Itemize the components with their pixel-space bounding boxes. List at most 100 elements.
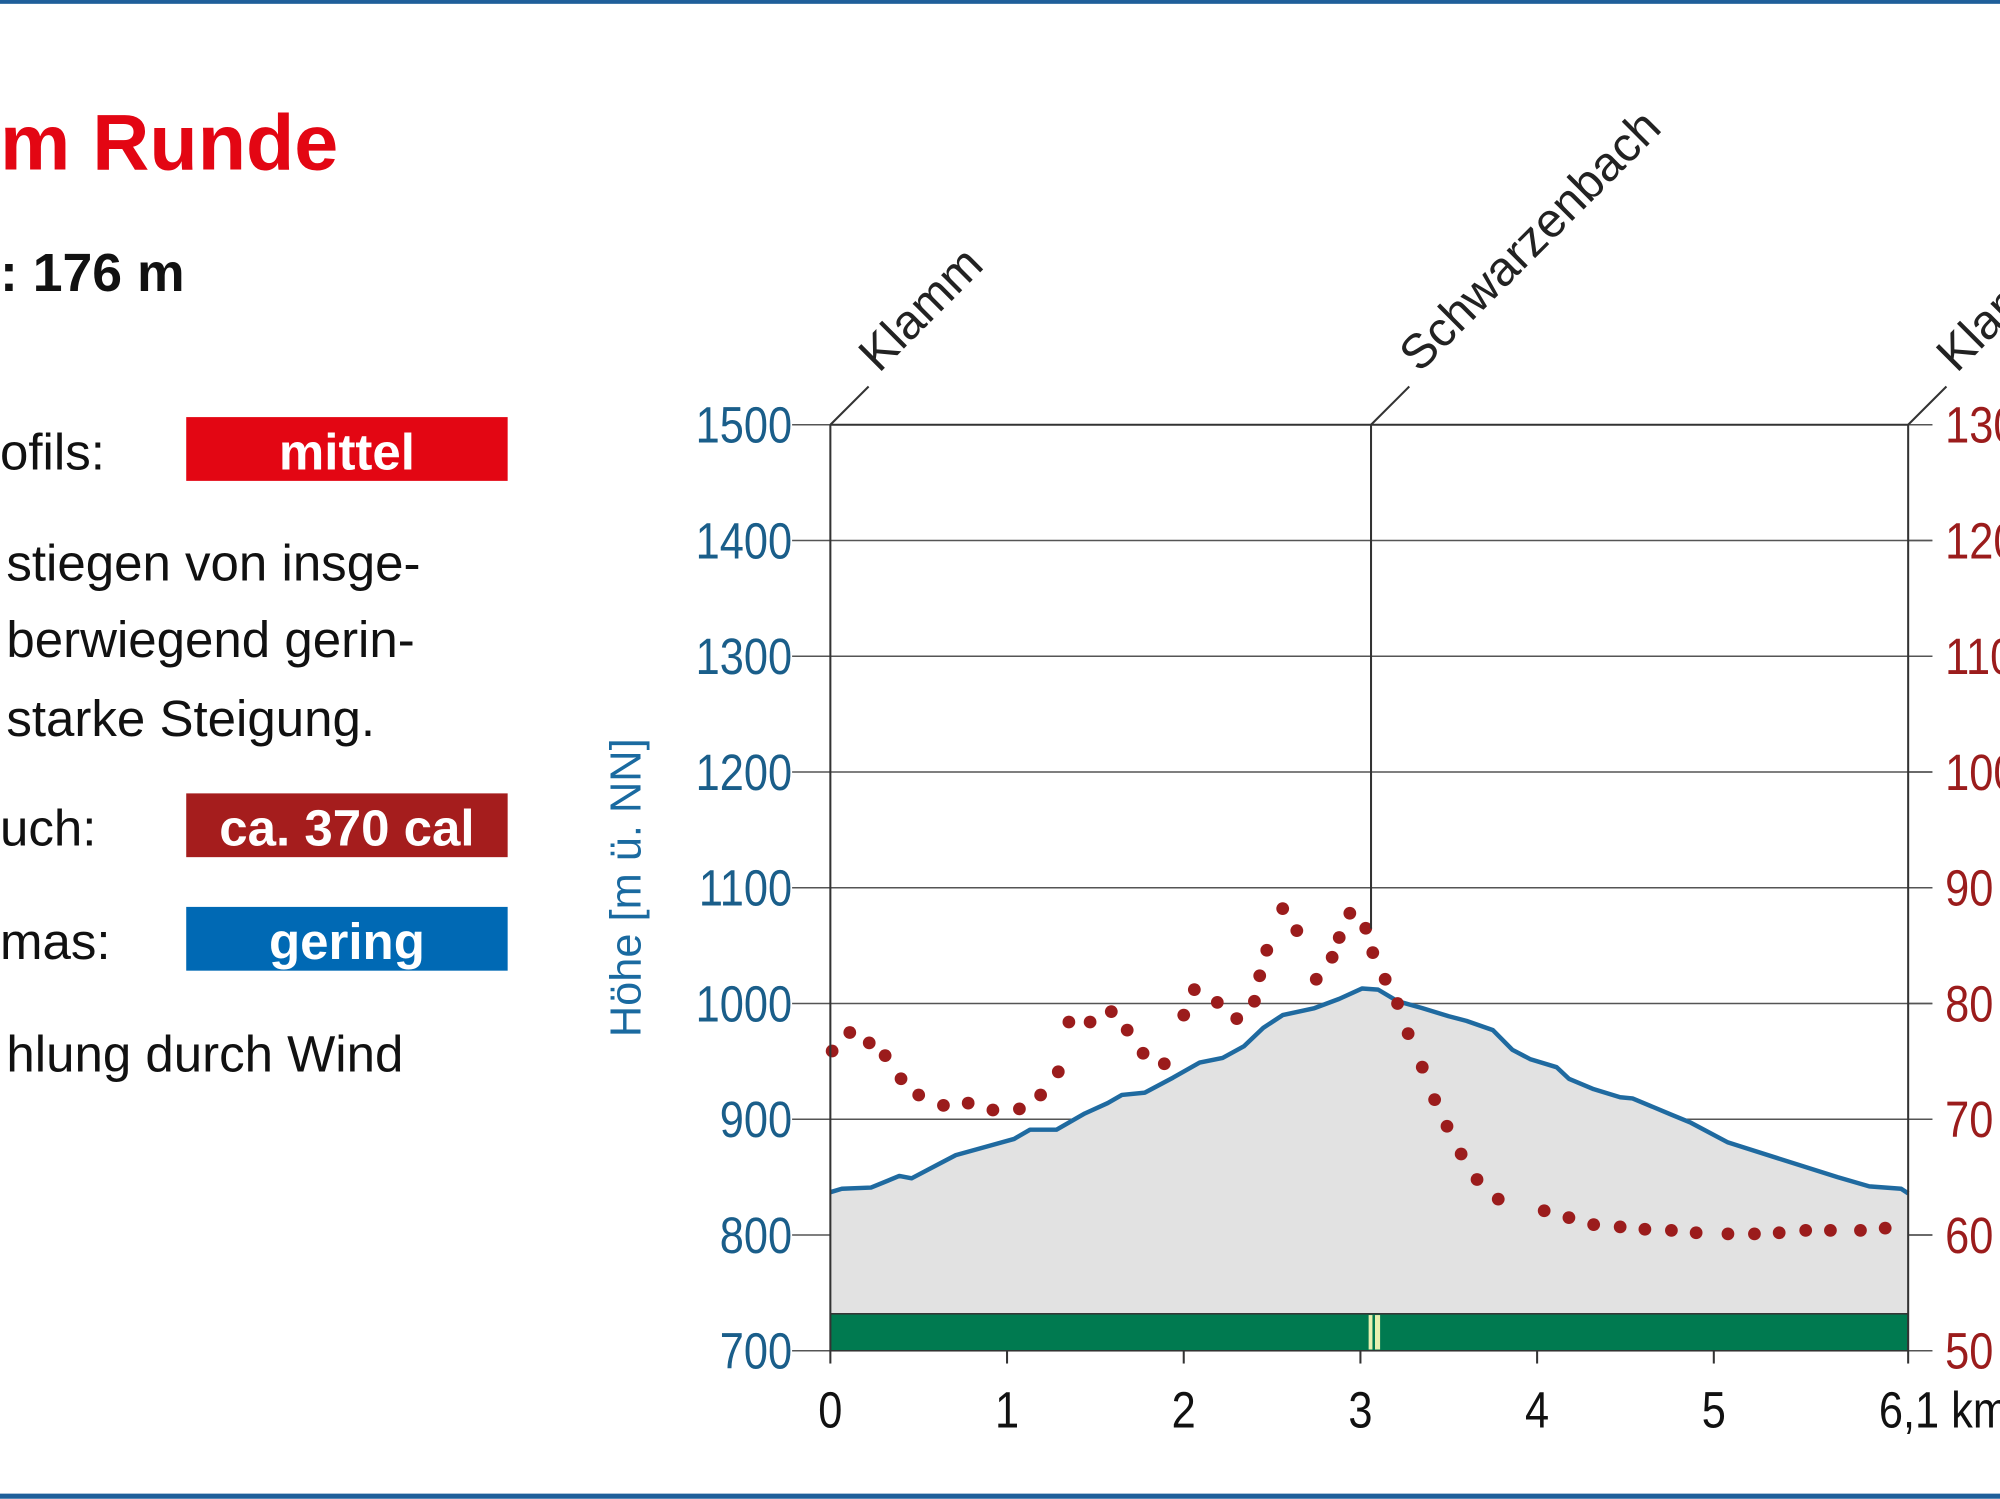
heart-rate-dot: [961, 1096, 975, 1110]
waypoint-label: Schwarzenbach: [1389, 100, 1671, 382]
heart-rate-dot: [862, 1036, 876, 1050]
x-tick-label: 3: [1348, 1382, 1372, 1439]
heart-rate-dot: [1587, 1218, 1601, 1231]
heart-rate-dot: [1083, 1015, 1097, 1029]
heart-rate-dot: [1613, 1220, 1627, 1234]
surface-stripe-gap: [1372, 1315, 1375, 1350]
badge: [186, 793, 508, 858]
heart-rate-dot: [1440, 1119, 1454, 1133]
panel-text: stiegen von insge-: [6, 534, 420, 591]
heart-rate-dot: [1454, 1147, 1468, 1161]
heart-rate-dot: [1260, 943, 1274, 957]
heart-rate-dot: [843, 1026, 857, 1039]
heart-rate-dot: [1824, 1224, 1837, 1237]
heart-rate-dot: [1309, 972, 1323, 986]
panel-title: m Runde: [0, 98, 338, 187]
y-tick-label: 700: [720, 1323, 792, 1380]
badge: [186, 906, 508, 971]
x-tick-label: 1: [995, 1382, 1019, 1439]
panel-text: hlung durch Wind: [6, 1025, 403, 1082]
waypoint-leader: [1370, 385, 1411, 426]
heart-rate-dot: [1034, 1088, 1047, 1102]
elevation-line: [829, 986, 1910, 1196]
y-axis-label: Höhe [m ü. NN]: [602, 738, 650, 1037]
y2-tick-label: 130: [1945, 397, 2000, 454]
heart-rate-dot: [1062, 1015, 1076, 1029]
badge: [186, 417, 508, 481]
y2-tick-label: 80: [1945, 976, 1993, 1033]
x-tick-label: 4: [1525, 1382, 1549, 1439]
heart-rate-dot: [1253, 969, 1267, 983]
heart-rate-dot: [1136, 1046, 1150, 1060]
top-border: [0, 0, 2000, 4]
heart-rate-dot: [912, 1088, 926, 1102]
y-tick-label: 1200: [696, 745, 792, 802]
heart-rate-dot: [1276, 902, 1290, 915]
heart-rate-dot: [1878, 1221, 1892, 1235]
badge-text: gering: [269, 913, 425, 970]
y2-tick-label: 120: [1945, 513, 2000, 570]
heart-rate-dot: [1665, 1224, 1678, 1237]
x-tick-label: 0: [818, 1382, 842, 1439]
panel-text: mas:: [0, 913, 111, 970]
heart-rate-dot: [1290, 924, 1304, 937]
heart-rate-dot: [986, 1103, 1000, 1117]
x-tick-label: 6,1 km: [1879, 1382, 2000, 1439]
heart-rate-dot: [1366, 946, 1380, 959]
y-tick-label: 1500: [696, 397, 792, 454]
heart-rate-dot: [1748, 1227, 1761, 1241]
bottom-border: [0, 1493, 2000, 1499]
heart-rate-dot: [1013, 1102, 1026, 1116]
heart-rate-dot: [1799, 1224, 1813, 1237]
y-tick-label: 1400: [696, 513, 792, 570]
y2-tick-label: 90: [1945, 860, 1993, 917]
heart-rate-dot: [1157, 1057, 1171, 1071]
heart-rate-dot: [1248, 994, 1261, 1008]
heart-rate-dot: [1332, 931, 1346, 944]
panel-text: ofils:: [0, 423, 105, 480]
heart-rate-dot: [1428, 1093, 1442, 1106]
heart-rate-dot: [937, 1099, 950, 1112]
panel-text: uch:: [0, 800, 96, 857]
info-panel: ofils: mittel stiegen von insge-berwiegend…: [0, 417, 508, 1082]
waypoint-label: Klamm: [1926, 237, 2000, 382]
heart-rate-dot: [1415, 1060, 1429, 1074]
waypoint-leader: [829, 385, 870, 426]
heart-rate-dot: [1230, 1012, 1244, 1025]
heart-rate-dot: [878, 1049, 892, 1062]
heart-rate-dot: [894, 1072, 908, 1086]
heart-rate-dot: [1772, 1226, 1786, 1240]
y2-tick-label: 60: [1945, 1208, 1993, 1265]
y2-tick-label: 50: [1945, 1323, 1993, 1380]
heart-rate-dot: [1210, 995, 1224, 1009]
heart-rate-dot: [1537, 1204, 1551, 1218]
heart-rate-dot: [1177, 1008, 1191, 1022]
heart-rate-dot: [1638, 1222, 1652, 1236]
heart-rate-dot: [1491, 1192, 1505, 1206]
y2-tick-label: 70: [1945, 1092, 1993, 1149]
y-tick-label: 1300: [696, 629, 792, 686]
heart-rate-dot: [1401, 1027, 1415, 1040]
heart-rate-dot: [1051, 1065, 1065, 1079]
waypoint-leader: [1907, 385, 1948, 426]
heart-rate-dot: [1689, 1226, 1703, 1240]
y-tick-label: 800: [720, 1208, 792, 1265]
x-tick-label: 5: [1702, 1382, 1726, 1439]
y2-tick-label: 100: [1945, 745, 2000, 802]
y-tick-label: 1000: [696, 976, 792, 1033]
y2-tick-label: 110: [1945, 629, 2000, 686]
heart-rate-dot: [1391, 997, 1404, 1010]
heart-rate-dot: [1470, 1173, 1484, 1186]
heart-rate-dot: [1325, 950, 1339, 964]
heart-rate-dot: [1187, 983, 1201, 997]
elevation-area: [830, 988, 1909, 1314]
heart-rate-dot: [1359, 921, 1373, 935]
heart-rate-dot: [1104, 1005, 1118, 1018]
heart-rate-dot: [825, 1044, 839, 1058]
panel-subtitle: : 176 m: [0, 244, 185, 303]
waypoint-label: Klamm: [848, 237, 993, 382]
panel-text: berwiegend gerin-: [6, 611, 414, 668]
badge-text: ca. 370 cal: [219, 800, 474, 857]
